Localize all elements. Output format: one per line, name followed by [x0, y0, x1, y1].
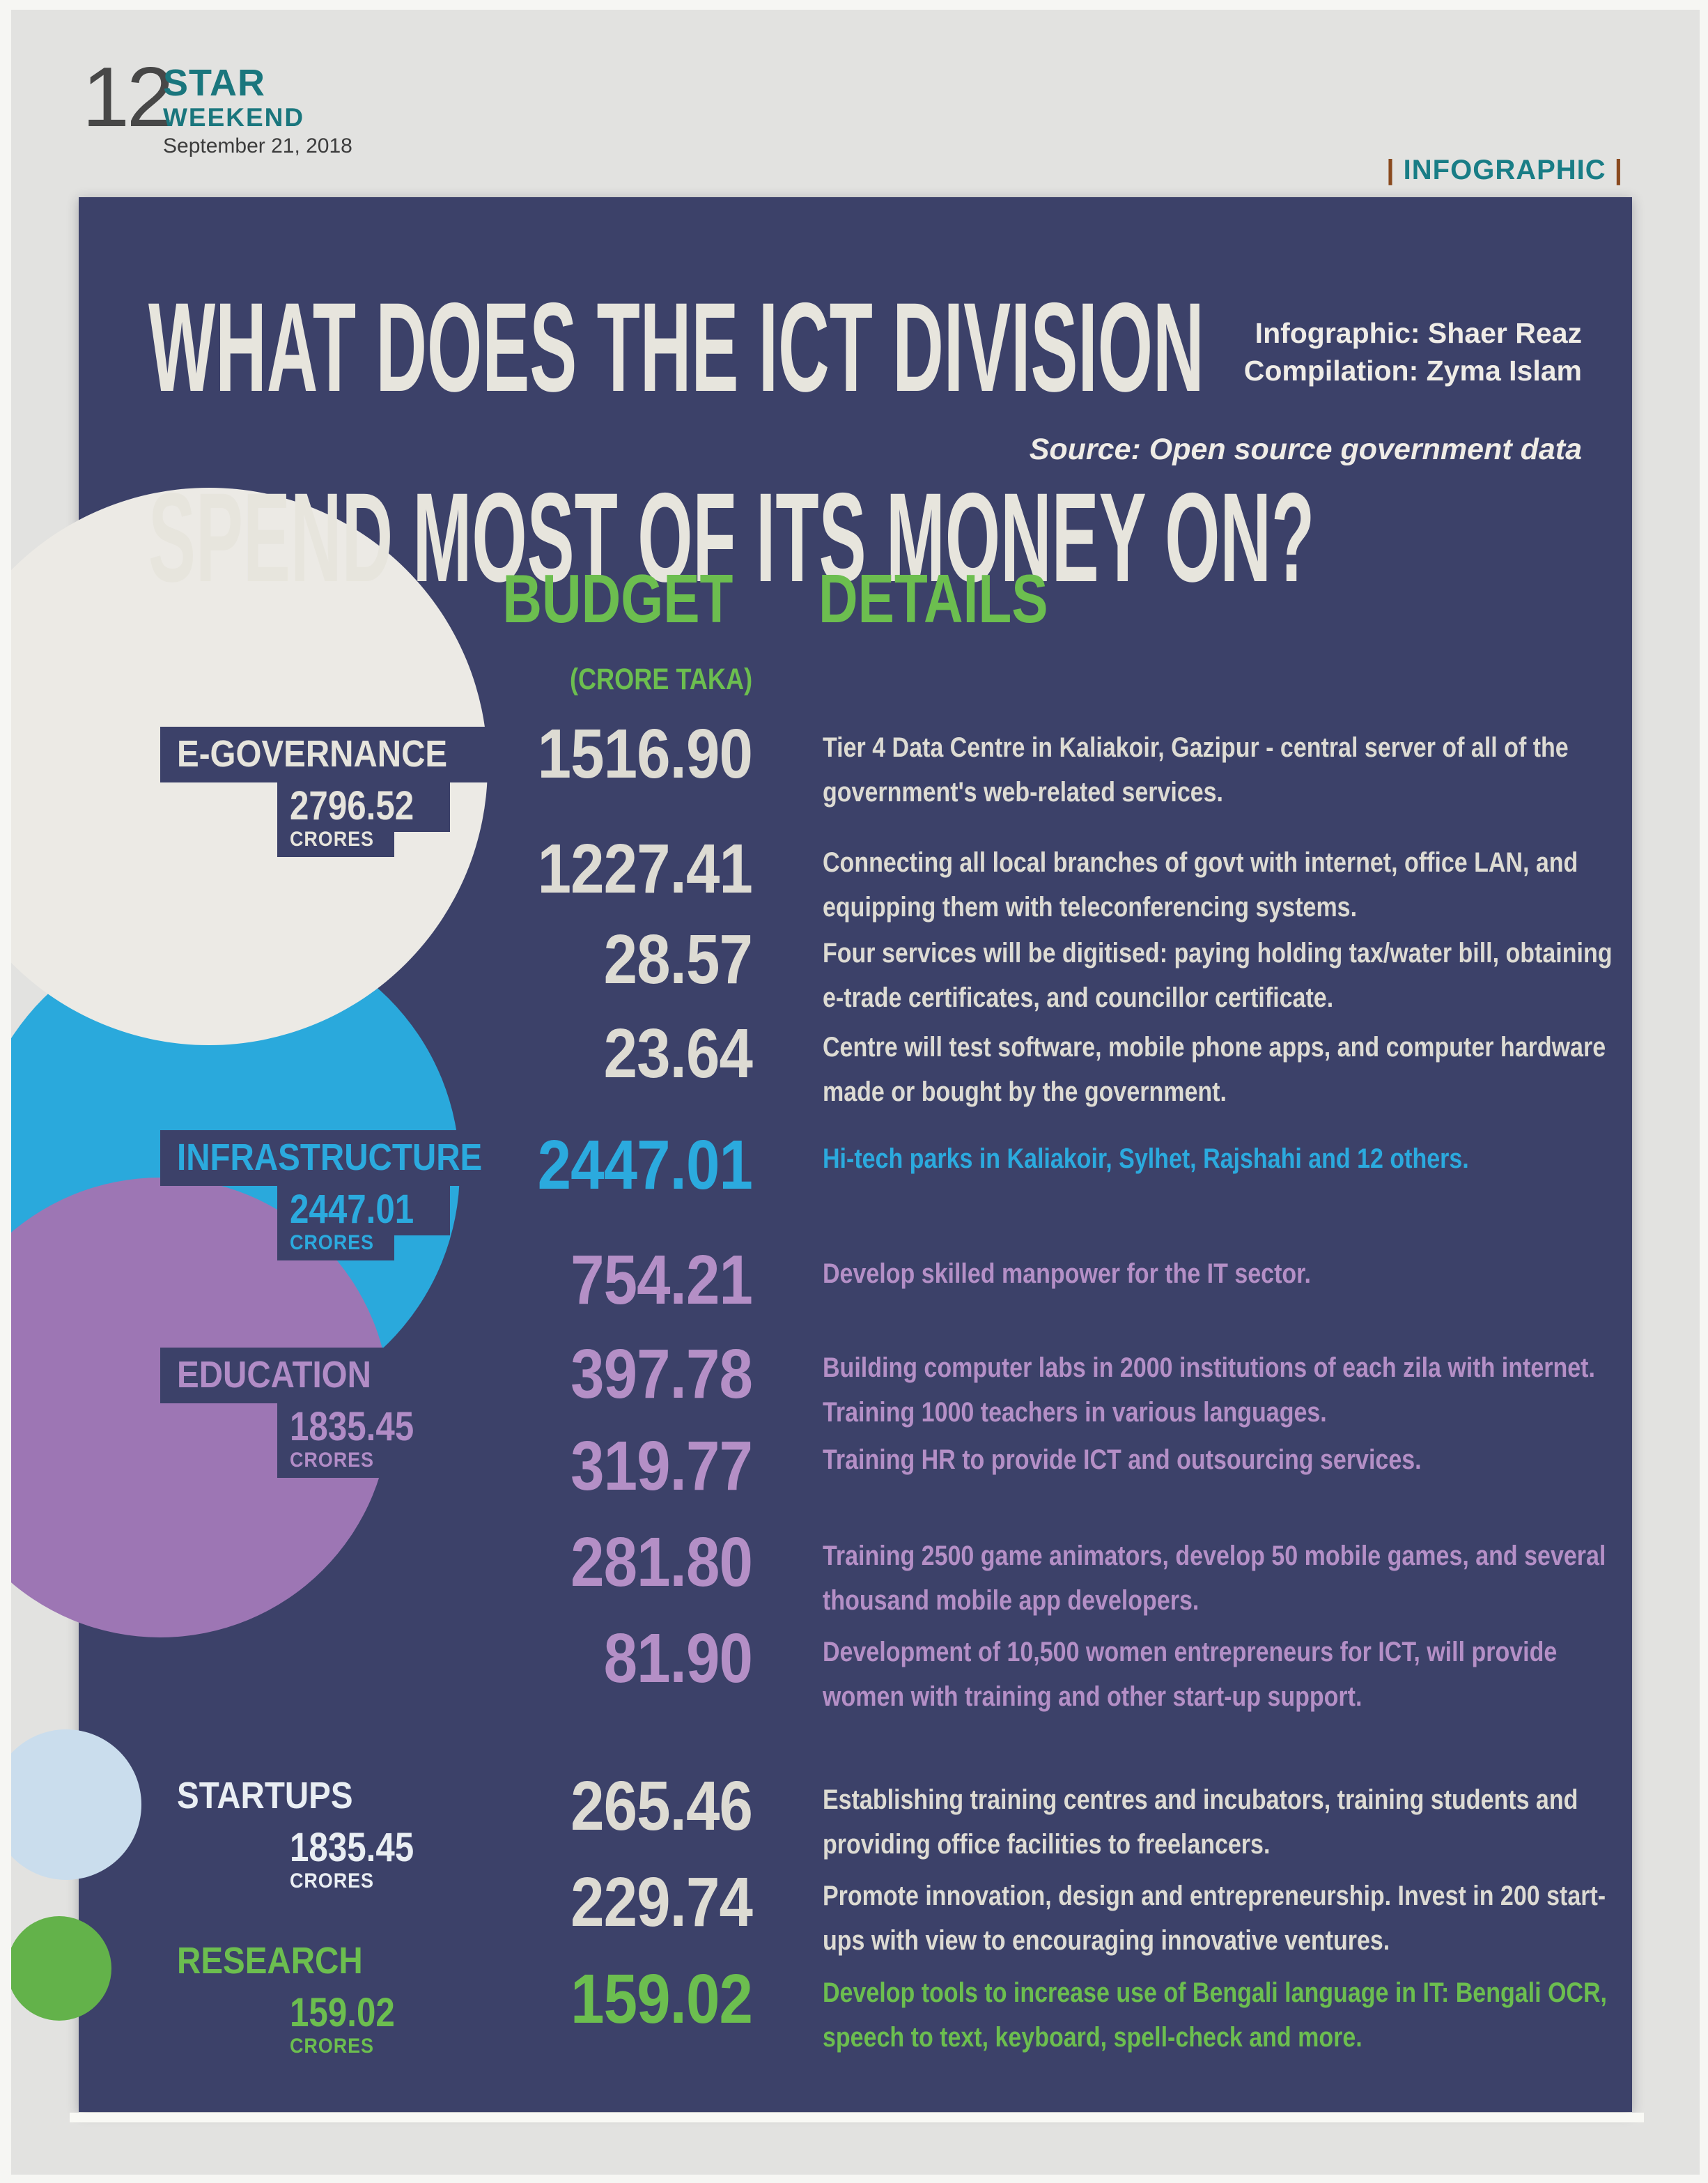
research-circle [7, 1916, 111, 2021]
category-total: 2447.01 [290, 1187, 414, 1232]
page-edge-bottom [0, 2175, 1708, 2183]
title-line-1: WHAT DOES THE ICT DIVISION [148, 276, 1204, 418]
page-edge-right [1700, 0, 1708, 2183]
category-block-research: RESEARCH 159.02 CRORES [160, 1934, 428, 2064]
source-note: Source: Open source government data [1029, 433, 1582, 466]
budget-value: 754.21 [570, 1241, 753, 1319]
category-name: RESEARCH [177, 1940, 363, 1982]
category-block-education: EDUCATION 1835.45 CRORES [160, 1348, 450, 1478]
budget-detail: Connecting all local branches of govt wi… [823, 847, 1578, 923]
budget-value: 265.46 [570, 1767, 753, 1845]
category-unit: CRORES [290, 1869, 374, 1892]
infographic-title: WHAT DOES THE ICT DIVISION SPEND MOST OF… [148, 272, 1708, 653]
budget-detail: Develop skilled manpower for the IT sect… [823, 1258, 1311, 1289]
category-block-startups: STARTUPS 1835.45 CRORES [160, 1768, 450, 1899]
category-name: E-GOVERNANCE [177, 733, 448, 775]
budget-detail: Develop tools to increase use of Bengali… [823, 1977, 1607, 2053]
budget-detail: Hi-tech parks in Kaliakoir, Sylhet, Rajs… [823, 1143, 1469, 1174]
column-header-budget-unit: (CRORE TAKA) [569, 663, 752, 696]
category-unit: CRORES [290, 2035, 374, 2058]
credits: Infographic: Shaer Reaz Compilation: Zym… [1244, 314, 1582, 389]
page-number: 12 [82, 49, 174, 144]
category-total: 1835.45 [290, 1404, 414, 1449]
budget-detail: Training 2500 game animators, develop 50… [823, 1541, 1606, 1616]
tag-pipe-right: | [1614, 155, 1623, 185]
masthead-title: STAR [163, 62, 265, 104]
budget-value: 159.02 [570, 1960, 753, 2038]
budget-value: 2447.01 [537, 1126, 753, 1204]
budget-detail: Four services will be digitised: paying … [823, 938, 1613, 1013]
page-edge-left [0, 0, 11, 2183]
budget-detail: Establishing training centres and incuba… [823, 1784, 1578, 1860]
masthead: STAR WEEKEND September 21, 2018 [163, 64, 352, 157]
title-line-2: SPEND MOST OF ITS MONEY ON? [148, 466, 1315, 608]
category-name: INFRASTRUCTURE [177, 1136, 483, 1178]
masthead-subtitle: WEEKEND [163, 103, 305, 132]
category-block-e-governance: E-GOVERNANCE 2796.52 CRORES [160, 727, 502, 857]
tag-pipe-left: | [1386, 155, 1395, 185]
budget-detail: Tier 4 Data Centre in Kaliakoir, Gazipur… [823, 732, 1569, 808]
budget-value: 28.57 [603, 920, 753, 998]
infographic-content: WHAT DOES THE ICT DIVISION SPEND MOST OF… [79, 197, 1632, 2112]
category-name: EDUCATION [177, 1354, 371, 1396]
budget-detail: Training HR to provide ICT and outsourci… [823, 1444, 1422, 1475]
budget-detail: Building computer labs in 2000 instituti… [823, 1352, 1595, 1428]
budget-value: 1227.41 [537, 830, 753, 908]
category-unit: CRORES [290, 828, 374, 851]
budget-detail: Centre will test software, mobile phone … [823, 1032, 1606, 1107]
credit-compilation: Compilation: Zyma Islam [1243, 355, 1582, 387]
panel-bottom-strip [70, 2113, 1644, 2122]
budget-value: 229.74 [570, 1863, 753, 1941]
credit-infographic: Infographic: Shaer Reaz [1255, 317, 1582, 349]
budget-value: 319.77 [570, 1427, 753, 1505]
budget-value: 281.80 [570, 1523, 753, 1601]
page-edge-top [0, 0, 1708, 10]
budget-value: 81.90 [603, 1619, 753, 1697]
section-tag: | INFOGRAPHIC | [1386, 155, 1623, 186]
category-total: 159.02 [290, 1990, 395, 2035]
budget-value: 397.78 [570, 1335, 753, 1413]
category-name: STARTUPS [177, 1775, 353, 1816]
masthead-date: September 21, 2018 [163, 134, 352, 157]
budget-detail: Promote innovation, design and entrepren… [823, 1881, 1606, 1956]
startups-circle [0, 1729, 141, 1880]
column-header-details: DETAILS [818, 560, 1048, 637]
section-tag-label: INFOGRAPHIC [1403, 155, 1606, 185]
column-header-budget: BUDGET [502, 560, 733, 637]
category-total: 2796.52 [290, 783, 414, 828]
budget-value: 23.64 [603, 1015, 753, 1093]
budget-detail: Development of 10,500 women entrepreneur… [823, 1637, 1558, 1712]
category-block-infrastructure: INFRASTRUCTURE 2447.01 CRORES [160, 1130, 541, 1260]
category-total: 1835.45 [290, 1825, 414, 1870]
budget-value: 1516.90 [537, 715, 753, 793]
category-unit: CRORES [290, 1449, 374, 1472]
category-unit: CRORES [290, 1231, 374, 1254]
